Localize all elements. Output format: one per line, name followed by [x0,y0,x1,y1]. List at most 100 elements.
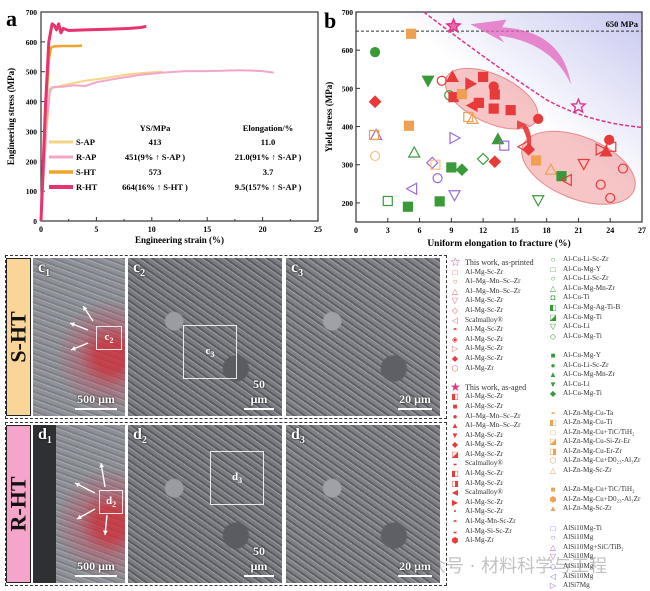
y-tick-label: 300 [342,161,354,170]
legend-text: Al-Mg-Sc-Zr [465,353,504,362]
legend-text: Al-Mg-Sc-Zr [465,497,504,506]
scale-bar-label: 50 μm [250,544,268,573]
data-point [369,150,381,162]
data-point [488,103,499,114]
scale-bar-label: 500 μm [77,559,115,573]
improvement-arrow [470,19,572,85]
legend-label: S-AP [76,137,95,147]
image-label: d2 [133,426,147,446]
panel-letter-a: a [6,6,17,31]
legend-entry: ■ Al-Zn-Mg-Cu+TiC/TiH₂ [548,485,640,495]
y-tick-label: 700 [26,8,38,17]
legend-entry: ◧ Al-Cu-Mg-Ag-Ti-B [548,303,640,313]
ys-value: 664(16% ↑ S-HT ) [122,182,188,192]
legend-entry: ▼ Al-Mg-Sc-Zr [450,431,534,441]
legend-text: Al-Zn-Mg-Sc-Zr [563,504,612,513]
legend-entry: △ Al-Zn-Mg-Sc-Zr [548,466,640,476]
legend-entry: ▼ Al-Cu-Li [548,380,640,390]
y-tick-label: 500 [342,84,354,93]
table-header-ys: YS/MPa [140,123,171,133]
legend-marker-icon: ▷ [451,344,459,354]
sample-tag-s-ht: S-HT [6,258,31,416]
legend-entry: ▲ Al-Cu-Mg-Mn-Zr [548,370,640,380]
legend-marker-icon: ◆ [451,353,459,363]
legend-marker-icon: ◀ [451,488,459,498]
legend-marker-icon: ⬢ [549,494,557,504]
legend-marker-icon: ◨ [549,446,557,456]
legend-marker-icon: □ [550,264,556,274]
legend-entry: ▶ Al-Mg-Sc-Zr [450,498,534,508]
legend-entry: ◪ Al-Zn-Mg-Cu-Si-Zr-Er [548,437,640,447]
legend-marker-icon: ◆ [451,440,459,450]
sem-row-s-ht [5,255,447,419]
legend-marker-icon: ◒ [452,526,458,536]
arrow-head [75,482,80,488]
legend-marker-icon: ◧ [451,469,459,479]
x-axis-label: Engineering strain (%) [135,235,224,245]
data-point [617,163,629,174]
y-tick-label: 100 [26,187,38,196]
data-point [432,172,443,184]
legend-text: Al-Mg-Sc-Zr [465,296,504,305]
legend-entry: ◪ Al-Cu-Mg-Ti [548,313,640,323]
x-tick-label: 27 [638,226,646,235]
zoom-region-box: d2 [99,490,123,514]
legend-entry: ◆ Al-Cu-Mg-Ti [548,389,640,399]
zoom-region-label: d2 [105,494,117,510]
legend-marker-icon: ▽ [549,322,557,332]
image-label-letter: c [133,259,141,276]
star-this-work-aged [445,17,462,34]
star-this-work-printed [570,97,587,114]
legend-entry: ■ Al-Mg-Sc-Zr [450,402,534,412]
legend-marker-icon: ◇ [451,305,459,315]
legend-text: Al-Zn-Mg-Cu-Ta [563,408,614,417]
legend-text: AlSi10Mg [563,552,594,561]
zoom-region-box: d3 [210,451,264,505]
legend-entry: ⬢ Al-Mg-Zr [450,536,534,546]
y-tick-label: 400 [26,98,38,107]
data-point [606,141,617,152]
legend-entry: △ Al–Mg–Mn–Sc–Zr [450,287,534,297]
x-tick-label: 15 [511,226,519,235]
legend-text: AlSi10Mg [563,571,594,580]
data-point [430,159,441,170]
data-point [445,70,459,83]
data-point [533,113,544,125]
legend-text: Al-Mg-Sc-Zr [465,440,504,449]
sample-tag-label: R-HT [5,476,31,532]
legend-marker-icon: ◒ [452,459,458,469]
image-label-index: 1 [46,435,52,447]
sem-image-d1: d1 500 μm d2 [33,425,125,583]
legend-text: Al-Cu-Mg-Y [563,264,601,273]
elongation-value: 9.5(157% ↑ S-AP ) [235,182,302,192]
data-point [531,195,545,207]
legend-entry: ⬡ Al-Zn-Mg-Cu+D0₂₃-Al₃Zr [548,456,641,466]
legend-text: Al-Cu-Li-Sc-Zr [563,274,609,283]
legend-text: Al-Cu-Mg-Ti [563,331,602,340]
data-point [447,190,462,203]
legend-marker-icon: ◓ [452,517,458,527]
legend-entry: ◀ Scalmalloy® [450,488,534,498]
legend-marker-icon: ▲ [549,504,557,514]
scale-bar: 20 μm [398,392,432,410]
legend-entry [548,514,640,524]
legend-entry: ◆ Al-Mg-Sc-Zr [450,440,534,450]
legend-entry: ◒ Al-Mg-Si-Sc-Zr [450,527,534,537]
data-point [595,179,606,190]
legend-marker-icon: ☆ [450,255,461,269]
scale-bar: 500 μm [75,559,117,577]
legend-marker-icon: ◈ [451,334,459,344]
zoom-region-label: c3 [205,344,215,360]
legend-text: Al-Cu-Mg-Mn-Zr [563,283,615,292]
legend-text: AlSi10Mg [563,562,594,570]
legend-entry: ○ AlSi10Mg [548,533,640,543]
legend-text: Al–Mg–Mn–Sc–Zr [465,286,521,295]
y-tick-label: 700 [342,8,354,17]
legend-text: Al-Cu-Mg-Ti [563,389,602,398]
stress-strain-chart: a 0 5 10 15 20 25 0 100 200 300 400 500 600 700 Enginee… [6,6,322,245]
scale-bar-line [75,575,117,577]
legend-text: Scalmalloy® [465,459,503,468]
data-point [436,75,447,86]
legend-text: Al–Mg–Mn–Sc–Zr [465,277,521,286]
image-label-letter: d [38,426,47,443]
